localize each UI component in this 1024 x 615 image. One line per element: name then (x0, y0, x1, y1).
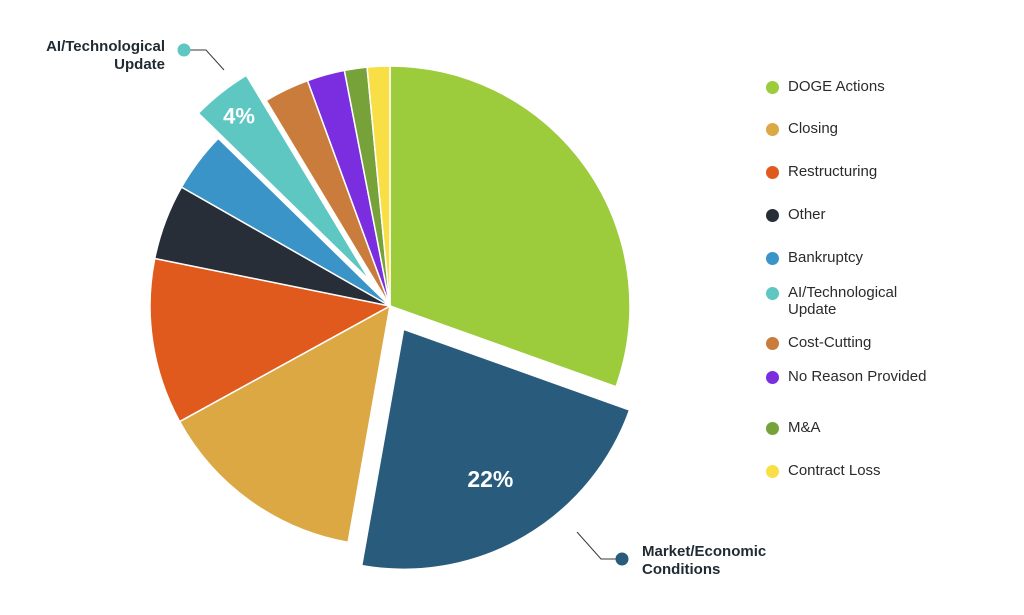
legend-swatch (766, 166, 779, 179)
legend-label: Contract Loss (788, 462, 881, 479)
pie-slice-ai-technological-update (197, 74, 371, 282)
pie-slice-market-economic-conditions (360, 328, 631, 571)
legend-label: No Reason Provided (788, 368, 927, 385)
legend-item-contract-loss: Contract Loss (766, 462, 928, 479)
legend-label: Closing (788, 120, 839, 137)
legend-item-bankruptcy: Bankruptcy (766, 249, 928, 266)
ai-technological-update-leader-line (184, 49, 225, 71)
legend-item-m-a: M&A (766, 419, 928, 436)
legend-label: Other (788, 206, 826, 223)
pie-slice-doge-actions (389, 65, 631, 388)
legend-item-restructuring: Restructuring (766, 163, 928, 180)
data-label-market-economic-conditions: 22% (467, 466, 513, 492)
pie-slice-restructuring (149, 257, 393, 423)
legend-item-other: Other (766, 206, 928, 223)
ai-technological-update-callout-dot (177, 43, 191, 57)
legend-label: M&A (788, 419, 821, 436)
pie-slice-contract-loss (366, 65, 391, 307)
legend-label: Restructuring (788, 163, 878, 180)
legend-item-closing: Closing (766, 120, 928, 137)
legend-label: Bankruptcy (788, 249, 864, 266)
legend-item-cost-cutting: Cost-Cutting (766, 334, 928, 351)
legend-item-no-reason-provided: No Reason Provided (766, 368, 928, 385)
legend-item-doge-actions: DOGE Actions (766, 78, 928, 95)
legend-label: Cost-Cutting (788, 334, 872, 351)
legend-swatch (766, 209, 779, 222)
legend-label: AI/Technological Update (788, 284, 898, 318)
pie-slice-bankruptcy (180, 137, 391, 307)
legend-swatch (766, 337, 779, 350)
pie-slice-closing (178, 304, 392, 544)
legend-swatch (766, 422, 779, 435)
callout-label-market-economic-conditions: Market/Economic Conditions (642, 543, 767, 578)
legend-swatch (766, 123, 779, 136)
data-label-ai-technological-update: 4% (223, 103, 255, 128)
legend-swatch (766, 287, 779, 300)
legend-label: DOGE Actions (788, 78, 885, 95)
legend-swatch (766, 252, 779, 265)
legend-swatch (766, 465, 779, 478)
legend-swatch (766, 81, 779, 94)
callout-label-ai-technological-update: AI/Technological Update (46, 38, 165, 73)
market-economic-conditions-leader-line (576, 531, 622, 560)
market-economic-conditions-callout-dot (615, 552, 629, 566)
legend-item-ai-technological-update: AI/Technological Update (766, 284, 928, 318)
legend-swatch (766, 371, 779, 384)
